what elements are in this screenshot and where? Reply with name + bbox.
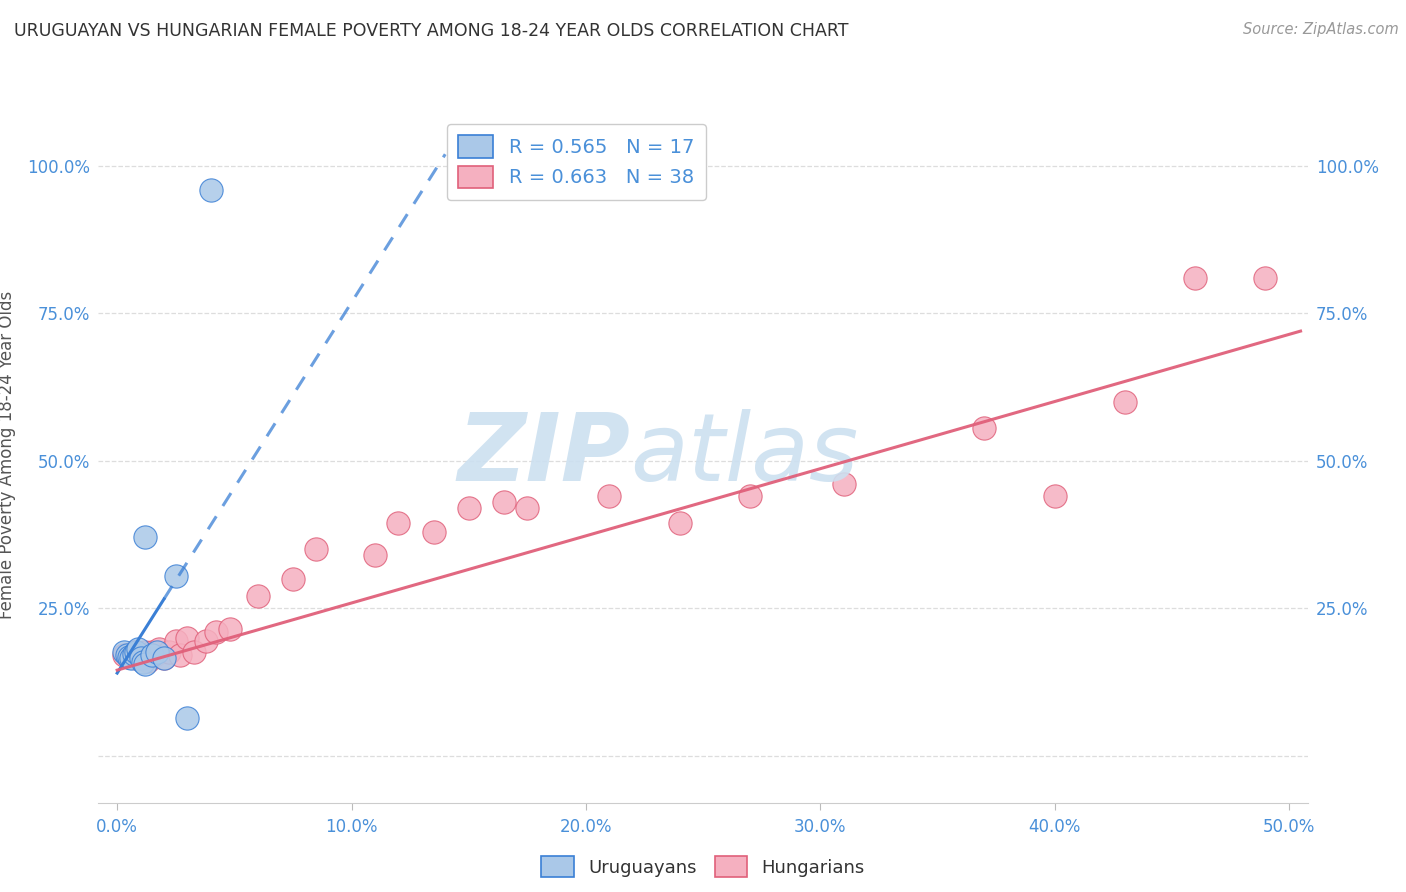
Point: [141, 645, 163, 659]
Point: [134, 531, 156, 545]
Point: [112, 645, 135, 659]
Text: atlas: atlas: [630, 409, 859, 500]
Point: [115, 648, 138, 663]
Point: [738, 489, 761, 503]
Point: [134, 645, 156, 659]
Point: [218, 622, 240, 636]
Point: [122, 647, 145, 661]
Point: [176, 631, 198, 645]
Point: [200, 183, 222, 197]
Point: [153, 651, 176, 665]
Point: [1254, 271, 1277, 285]
Point: [973, 421, 995, 435]
Point: [305, 542, 328, 557]
Point: [129, 651, 152, 665]
Point: [516, 500, 538, 515]
Point: [120, 651, 142, 665]
Point: [246, 590, 269, 604]
Point: [125, 651, 148, 665]
Point: [127, 642, 149, 657]
Point: [176, 711, 198, 725]
Point: [364, 548, 387, 562]
Point: [1043, 489, 1066, 503]
Text: Source: ZipAtlas.com: Source: ZipAtlas.com: [1243, 22, 1399, 37]
Point: [157, 645, 180, 659]
Text: ZIP: ZIP: [457, 409, 630, 501]
Point: [598, 489, 620, 503]
Point: [132, 656, 155, 670]
Point: [281, 572, 304, 586]
Legend: Uruguayans, Hungarians: Uruguayans, Hungarians: [534, 849, 872, 884]
Y-axis label: Female Poverty Among 18-24 Year Olds: Female Poverty Among 18-24 Year Olds: [0, 291, 15, 619]
Point: [457, 500, 479, 515]
Point: [195, 633, 218, 648]
Point: [112, 648, 135, 663]
Point: [148, 642, 170, 657]
Point: [169, 648, 191, 663]
Point: [387, 516, 409, 530]
Point: [132, 651, 155, 665]
Point: [146, 645, 169, 659]
Point: [492, 495, 515, 509]
Point: [668, 516, 690, 530]
Point: [118, 649, 141, 664]
Point: [183, 645, 205, 659]
Point: [1184, 271, 1206, 285]
Point: [204, 624, 226, 639]
Point: [125, 645, 148, 659]
Point: [165, 633, 187, 648]
Point: [165, 569, 187, 583]
Point: [422, 524, 444, 539]
Point: [136, 654, 159, 668]
Point: [134, 657, 156, 672]
Point: [153, 651, 176, 665]
Point: [129, 648, 152, 663]
Point: [1114, 395, 1136, 409]
Text: URUGUAYAN VS HUNGARIAN FEMALE POVERTY AMONG 18-24 YEAR OLDS CORRELATION CHART: URUGUAYAN VS HUNGARIAN FEMALE POVERTY AM…: [14, 22, 849, 40]
Point: [118, 649, 141, 664]
Point: [141, 648, 163, 663]
Point: [832, 477, 855, 491]
Point: [143, 648, 166, 663]
Point: [122, 645, 145, 659]
